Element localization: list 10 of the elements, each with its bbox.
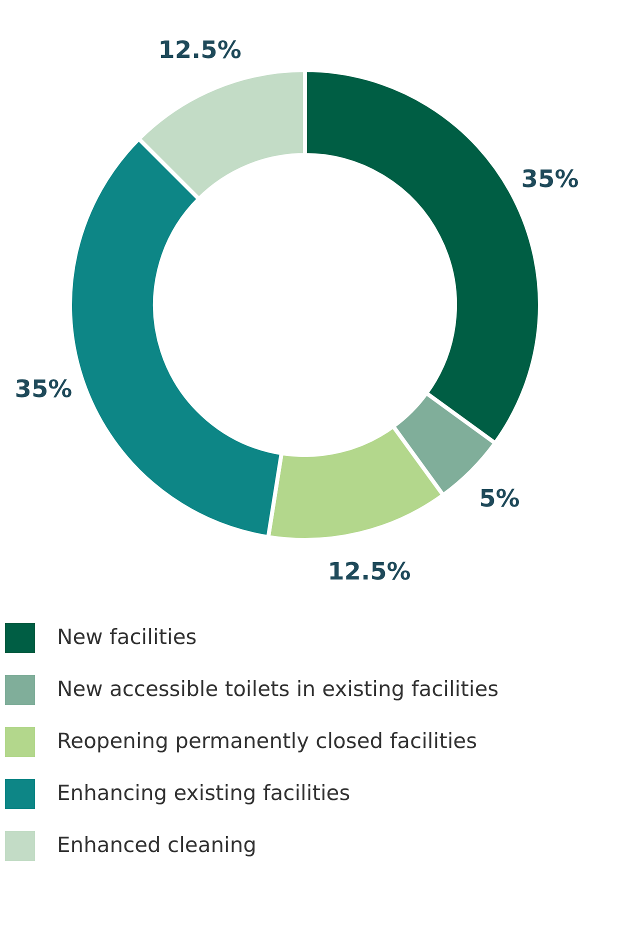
data-label: 12.5% bbox=[328, 557, 411, 586]
data-label: 5% bbox=[479, 484, 520, 512]
data-label: 35% bbox=[14, 374, 72, 403]
legend-label: Enhancing existing facilities bbox=[57, 781, 350, 805]
legend-label: New accessible toilets in existing facilities bbox=[57, 677, 499, 701]
legend-label: Reopening permanently closed facilities bbox=[57, 729, 478, 753]
data-label: 12.5% bbox=[158, 36, 242, 64]
legend-label: Enhanced cleaning bbox=[57, 833, 256, 857]
data-label: 35% bbox=[521, 165, 579, 194]
legend-label: New facilities bbox=[57, 625, 197, 649]
